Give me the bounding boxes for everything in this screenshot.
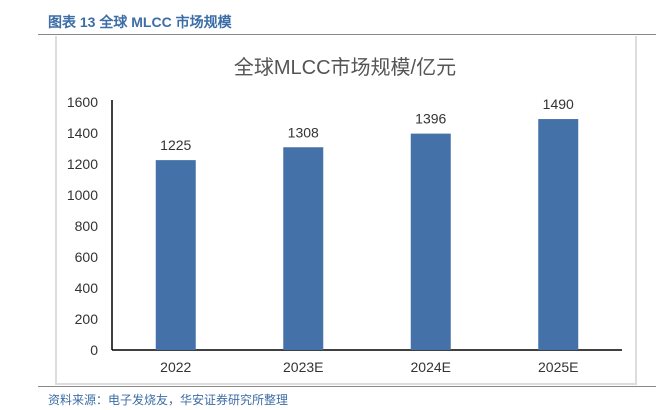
y-tick-label: 1400	[67, 125, 98, 141]
y-tick-label: 400	[75, 280, 99, 296]
y-tick-label: 200	[75, 311, 99, 327]
x-tick-label: 2025E	[538, 359, 578, 375]
x-tick-label: 2022	[160, 359, 191, 375]
header-divider	[38, 34, 656, 35]
y-tick-label: 1200	[67, 156, 98, 172]
chart-title: 全球MLCC市场规模/亿元	[234, 56, 456, 79]
bar-2023E	[283, 147, 324, 350]
data-label: 1308	[288, 124, 319, 140]
bar-2025E	[538, 119, 579, 350]
y-tick-label: 600	[75, 249, 99, 265]
bar-2024E	[410, 133, 451, 350]
chart-frame	[55, 36, 637, 385]
y-tick-label: 0	[90, 342, 98, 358]
figure-header: 图表 13 全球 MLCC 市场规模	[48, 14, 232, 30]
x-tick-label: 2024E	[411, 359, 451, 375]
y-tick-label: 1600	[67, 94, 98, 110]
footer-divider	[38, 386, 656, 387]
bar-2022	[155, 160, 196, 350]
data-label: 1225	[160, 137, 191, 153]
y-tick-label: 1000	[67, 187, 98, 203]
data-label: 1396	[415, 111, 446, 127]
source-note: 资料来源：电子发烧友，华安证券研究所整理	[48, 393, 289, 407]
x-tick-label: 2023E	[283, 359, 323, 375]
data-label: 1490	[543, 96, 574, 112]
y-tick-label: 800	[75, 218, 99, 234]
